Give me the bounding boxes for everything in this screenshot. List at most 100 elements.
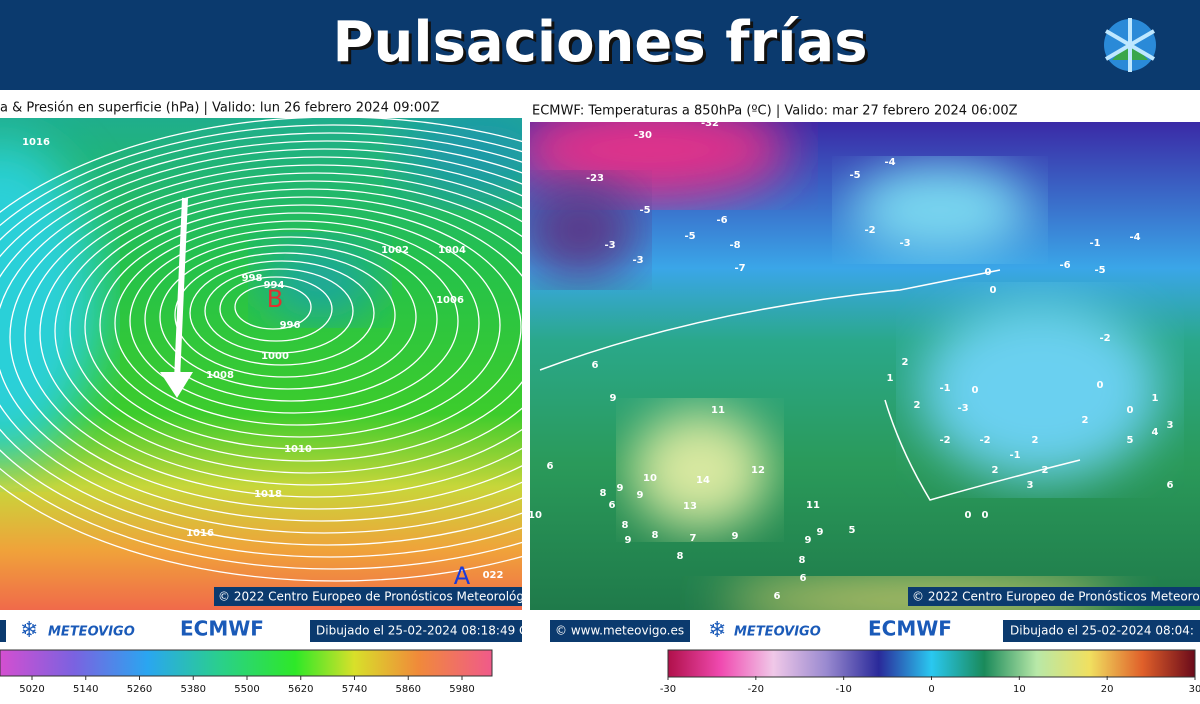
map-label: 9 [732,531,739,542]
colorbar-tick-label: 10 [1013,684,1026,695]
map-label: -2 [979,435,990,446]
colorbar [667,649,1196,678]
colorbar-tick-label: 0 [928,684,934,695]
map-label: -4 [884,157,895,168]
isobar [114,220,480,426]
map-label: 2 [992,465,999,476]
map-label: -2 [939,435,950,446]
map-label: 14 [696,475,710,486]
title-shadow: Pulsaciones frías [335,13,870,78]
brand: METEOVIGO [734,625,821,640]
header-bar [0,0,1200,90]
map-label: 0 [1097,380,1104,391]
map-label: 9 [610,393,617,404]
map-label: 1008 [206,370,234,381]
snow-icon: ❄ [20,618,38,643]
map-label: 7 [690,533,697,544]
colorbar-tick-label: 5500 [234,684,259,695]
map-label: -4 [1129,232,1140,243]
colorbar-tick-label: 5980 [449,684,474,695]
isobar [54,188,522,474]
colorbar-tick-label: 5740 [342,684,367,695]
map-label: -32 [701,118,719,129]
isobar [0,156,522,522]
brand: METEOVIGO [48,625,135,640]
colorbar-tick-label: -20 [748,684,764,695]
map-label: 8 [622,520,629,531]
map-label: 0 [985,267,992,278]
map-label: 9 [617,483,624,494]
map-label: -30 [634,130,652,141]
map-label: -6 [716,215,727,226]
isobar [0,118,522,582]
map-label: 1010 [284,444,312,455]
map-label: 9 [805,535,812,546]
isobar [69,196,522,462]
drawn: Dibujado el 25-02-2024 08:04: [1010,624,1194,638]
map-label: 0 [990,285,997,296]
isobar [99,212,501,438]
map-label: 022 [483,570,504,581]
map-label: -3 [957,403,968,414]
site: © www.meteovigo.es [555,624,684,638]
map-label: 8 [799,555,806,566]
map-label: -5 [639,205,650,216]
map-label: -6 [1059,260,1070,271]
map-label: 1006 [436,295,464,306]
map-label: 6 [592,360,599,371]
map-label: 8 [652,530,659,541]
map-label: 1016 [22,137,50,148]
map-label: 998 [242,273,263,284]
map-label: -8 [729,240,740,251]
logo [1104,18,1156,72]
map-label: 6 [1167,480,1174,491]
map-label: 10 [528,510,542,521]
map-label: 10 [643,473,657,484]
copyright: © 2022 Centro Europeo de Pronósticos Met… [218,590,580,604]
map-label: 1002 [381,245,409,256]
snow-icon: ❄ [708,618,726,643]
colorbar-tick-label: 5620 [288,684,313,695]
map-label: 9 [637,490,644,501]
map-label: 5 [849,525,856,536]
caption: a & Presión en superficie (hPa) | Valido… [0,101,439,116]
map-label: 8 [600,488,607,499]
map-label: 1004 [438,245,466,256]
isobar [159,244,417,390]
map-label: 2 [1082,415,1089,426]
map-label: 3 [1027,480,1034,491]
map-label: 0 [982,510,989,521]
map-label: 1 [1152,393,1159,404]
map-label: -5 [684,231,695,242]
title: Pulsaciones frías [332,10,867,75]
isobar [174,252,396,378]
map-label: 2 [1032,435,1039,446]
map-label: -1 [939,383,950,394]
colorbar-tick-label: -10 [835,684,851,695]
isobar [189,260,375,366]
map-label: 11 [711,405,725,416]
isobar [9,164,522,510]
map-label: 1 [887,373,894,384]
map-label: 2 [902,357,909,368]
agency: ECMWF [180,617,264,641]
colorbar-tick-label: 5380 [181,684,206,695]
isobar [0,140,522,546]
map-label: 0 [1127,405,1134,416]
colorbar-tick-label: 5140 [73,684,98,695]
left-map [0,118,522,610]
map-label: -1 [1089,238,1100,249]
isobar [0,148,522,534]
map-label: -2 [1099,333,1110,344]
map-label: 3 [1167,420,1174,431]
map-label: -1 [1009,450,1020,461]
isobar [24,172,522,498]
map-label: 2 [914,400,921,411]
map-label: 9 [817,527,824,538]
colorbar-tick-label: 5020 [19,684,44,695]
map-label: -3 [899,238,910,249]
map-label: 5 [1127,435,1134,446]
map-label: -5 [1094,265,1105,276]
map-label: 4 [1152,427,1159,438]
colorbar-tick-label: -30 [660,684,676,695]
